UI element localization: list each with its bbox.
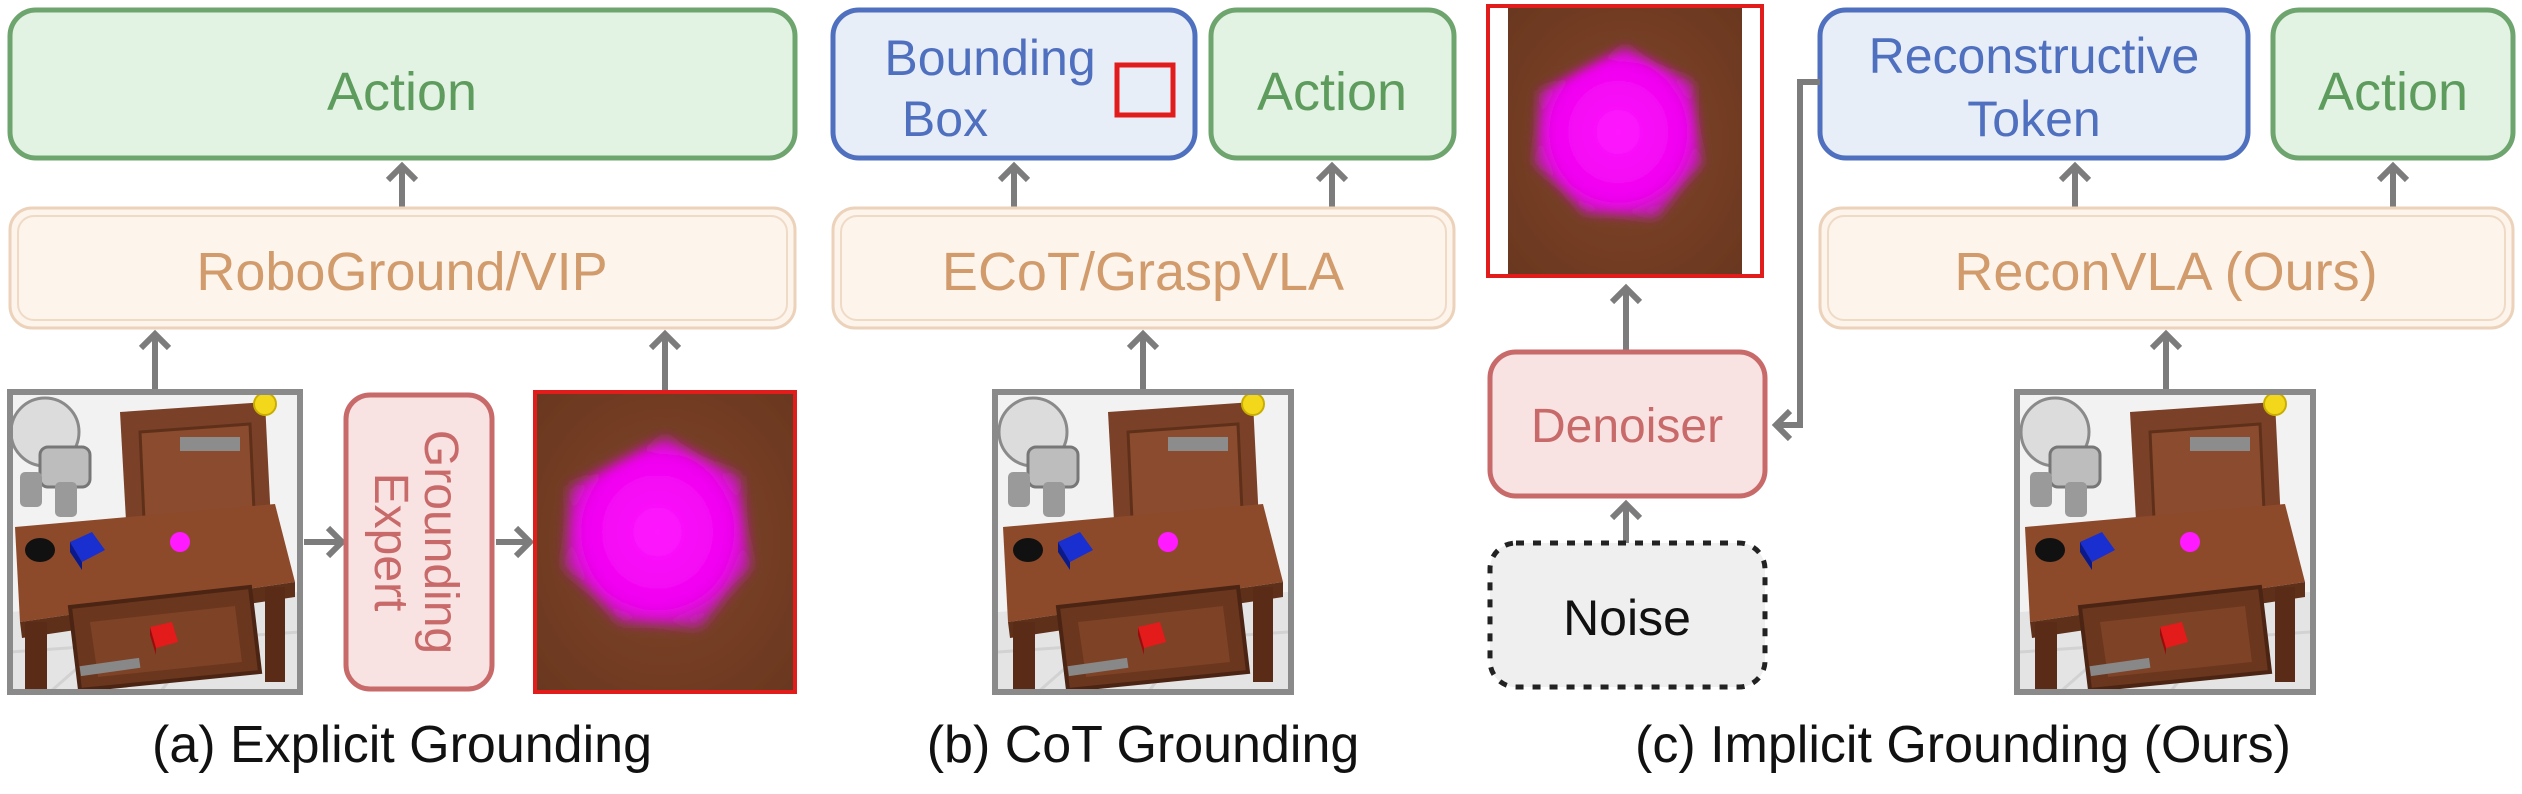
action-label-b: Action [1257, 62, 1407, 122]
grounding-expert-line2: Expert [364, 473, 417, 612]
denoiser-label: Denoiser [1531, 400, 1723, 453]
panel-c-implicit-grounding: Denoiser Noise Reconstructive Token Acti… [1486, 4, 2516, 774]
model-label-b: ECoT/GraspVLA [942, 242, 1344, 302]
caption-c: (c) Implicit Grounding (Ours) [1635, 716, 2291, 774]
robot-scene-image-a [7, 389, 303, 695]
arrow-token-to-denoiser [1778, 79, 1820, 428]
noise-box: Noise [1487, 540, 1768, 690]
model-box-c [1818, 206, 2515, 330]
bounding-box-output-box [830, 7, 1198, 161]
reconstructive-token-line1: Reconstructive [1869, 28, 2200, 84]
action-box-a [7, 7, 798, 161]
magenta-target-crop-a [533, 390, 797, 694]
model-label-a: RoboGround/VIP [196, 242, 607, 302]
model-label-c: ReconVLA (Ours) [1954, 242, 2377, 302]
model-box-b [831, 206, 1456, 330]
denoiser-box [1487, 349, 1768, 499]
action-box-c [2270, 7, 2516, 161]
magenta-target-crop-c [1486, 4, 1764, 278]
grounding-expert-line1: Grounding [414, 430, 467, 654]
model-box-a [8, 206, 797, 330]
grounding-expert-box [343, 392, 495, 692]
bounding-box-icon [1114, 62, 1176, 118]
caption-b: (b) CoT Grounding [927, 716, 1360, 774]
caption-a: (a) Explicit Grounding [152, 716, 652, 774]
action-label-a: Action [327, 62, 477, 122]
panel-a-explicit-grounding: Action RoboGround/VIP Grounding Expert (… [7, 7, 798, 774]
noise-label: Noise [1563, 590, 1691, 646]
robot-scene-image-b [992, 389, 1294, 695]
robot-scene-image-c [2014, 389, 2316, 695]
action-label-c: Action [2318, 62, 2468, 122]
reconstructive-token-line2: Token [1967, 91, 2100, 147]
bounding-box-line2: Box [902, 91, 988, 147]
bounding-box-line1: Bounding [884, 30, 1095, 86]
action-box-b [1208, 7, 1457, 161]
panel-b-cot-grounding: Bounding Box Action ECoT/GraspVLA (b) Co… [830, 7, 1457, 774]
